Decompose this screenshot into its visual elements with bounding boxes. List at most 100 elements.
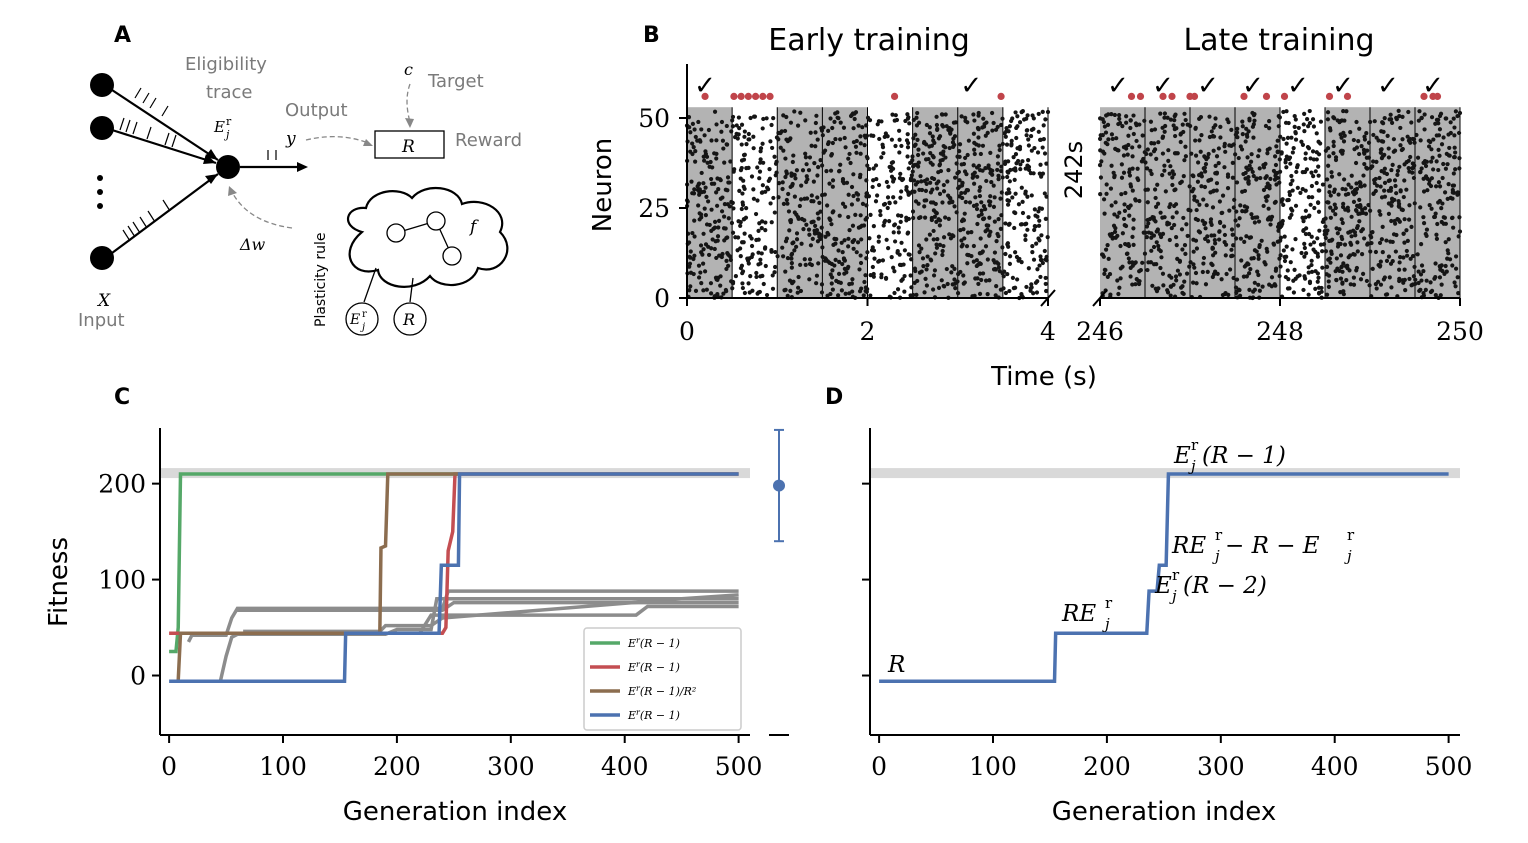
- late-spike: [1273, 173, 1278, 178]
- early-spike: [784, 236, 790, 241]
- late-spike: [1397, 114, 1402, 119]
- reward-label: Reward: [455, 130, 522, 151]
- early-spike: [950, 264, 955, 269]
- late-spike: [1439, 263, 1444, 268]
- early-spike: [957, 184, 962, 189]
- early-spike: [746, 131, 751, 137]
- early-spike: [927, 144, 932, 149]
- f-symbol: f: [468, 217, 479, 237]
- early-spike: [781, 254, 786, 259]
- c-xlabel: Generation index: [343, 797, 567, 827]
- early-spike: [862, 143, 867, 148]
- early-spike: [883, 275, 889, 281]
- late-spike: [1348, 130, 1353, 135]
- early-spike: [1041, 137, 1046, 142]
- late-spike: [1437, 127, 1443, 132]
- early-spike: [770, 273, 775, 278]
- late-spike: [1265, 194, 1270, 199]
- late-spike: [1249, 212, 1254, 217]
- early-spike: [858, 134, 863, 139]
- early-spike: [994, 284, 999, 289]
- early-reward-dot: [997, 92, 1005, 100]
- early-spike: [693, 149, 698, 154]
- late-spike: [1435, 221, 1440, 227]
- early-spike: [981, 216, 986, 222]
- late-spike: [1312, 205, 1317, 211]
- early-spike: [931, 273, 937, 278]
- late-spike: [1451, 183, 1457, 188]
- early-spike: [936, 179, 941, 184]
- early-spike: [718, 196, 723, 201]
- late-spike: [1181, 215, 1186, 221]
- late-spike: [1453, 150, 1458, 155]
- early-spike: [928, 200, 934, 205]
- early-spike: [707, 222, 712, 228]
- early-spike: [784, 171, 789, 176]
- xtick-label: 500: [715, 752, 763, 781]
- early-spike: [864, 256, 869, 261]
- late-spike: [1355, 240, 1360, 245]
- early-spike: [1029, 282, 1034, 287]
- early-spike: [1005, 169, 1010, 174]
- late-spike: [1146, 221, 1151, 226]
- late-spike: [1404, 253, 1410, 258]
- late-spike: [1429, 288, 1435, 293]
- early-spike: [720, 138, 726, 143]
- late-spike: [1311, 174, 1316, 179]
- late-spike: [1157, 232, 1163, 237]
- late-spike: [1154, 229, 1159, 234]
- late-spike: [1366, 140, 1372, 145]
- early-spike: [836, 248, 841, 253]
- early-spike: [715, 203, 720, 208]
- late-spike: [1416, 280, 1421, 286]
- early-spike: [1019, 110, 1024, 115]
- arrowheads: [203, 149, 308, 184]
- early-spike: [821, 150, 826, 155]
- late-spike: [1416, 269, 1421, 274]
- late-spike: [1418, 287, 1423, 292]
- early-spike: [941, 182, 946, 188]
- early-spike: [981, 204, 987, 209]
- late-spike: [1232, 197, 1237, 202]
- late-spike: [1204, 157, 1209, 162]
- late-spike: [1422, 127, 1427, 132]
- late-spike: [1306, 265, 1311, 270]
- early-spike: [972, 147, 977, 152]
- late-spike: [1162, 129, 1167, 134]
- early-spike: [999, 190, 1004, 195]
- late-spike: [1445, 162, 1450, 167]
- early-spike: [951, 120, 957, 125]
- late-spike: [1412, 201, 1417, 206]
- early-spike: [847, 227, 852, 233]
- late-spike: [1244, 234, 1249, 239]
- late-spike: [1326, 163, 1331, 168]
- late-spike: [1410, 253, 1416, 259]
- early-spike: [1026, 167, 1032, 173]
- late-spike: [1126, 142, 1131, 148]
- early-spike: [1042, 191, 1047, 196]
- early-spike: [922, 178, 927, 184]
- late-spike: [1117, 120, 1123, 126]
- late-spike: [1412, 140, 1417, 145]
- late-spike: [1174, 210, 1179, 215]
- early-spike: [860, 125, 865, 130]
- late-spike: [1389, 218, 1394, 224]
- early-spike: [1037, 263, 1042, 268]
- late-spike: [1372, 119, 1377, 124]
- late-spike: [1154, 240, 1159, 245]
- late-spike: [1222, 165, 1227, 170]
- early-spike: [799, 183, 804, 188]
- late-spike: [1255, 269, 1260, 274]
- early-spike: [933, 251, 938, 256]
- early-spike: [1020, 199, 1025, 204]
- early-spike: [909, 173, 914, 178]
- early-spike: [880, 145, 886, 150]
- late-spike: [1139, 159, 1144, 164]
- late-spike: [1391, 232, 1397, 237]
- early-spike: [826, 128, 831, 133]
- early-spike: [688, 130, 693, 135]
- late-spike: [1371, 159, 1376, 164]
- late-spike: [1231, 205, 1236, 210]
- late-spike: [1348, 240, 1353, 245]
- early-spike: [730, 124, 736, 129]
